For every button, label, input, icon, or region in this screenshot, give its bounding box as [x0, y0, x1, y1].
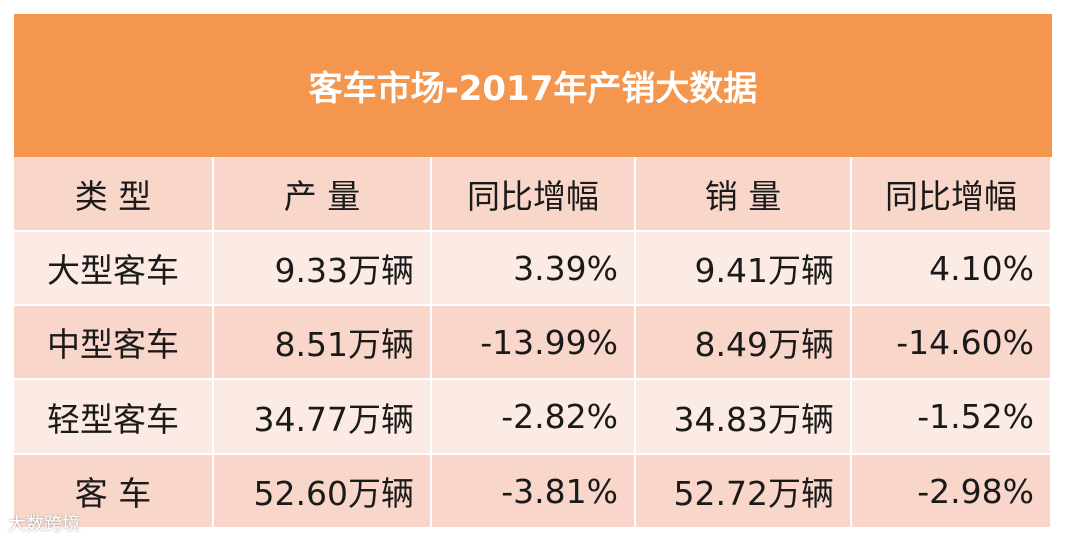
table-cell: 34.77万辆 [214, 380, 432, 455]
table-cell: 4.10% [852, 232, 1052, 306]
table-cell: 客 车 [14, 455, 214, 529]
header-cell: 同比增幅 [432, 157, 636, 232]
header-cell: 同比增幅 [852, 157, 1052, 232]
table-cell: 8.51万辆 [214, 306, 432, 380]
table-cell: 52.60万辆 [214, 455, 432, 529]
watermark: 大数跨境 [8, 514, 80, 535]
table-cell: 34.83万辆 [636, 380, 852, 455]
table-cell: 轻型客车 [14, 380, 214, 455]
header-cell: 产 量 [214, 157, 432, 232]
table-cell: -3.81% [432, 455, 636, 529]
table-cell: 3.39% [432, 232, 636, 306]
table-cell: 52.72万辆 [636, 455, 852, 529]
table-cell: -2.82% [432, 380, 636, 455]
header-cell: 销 量 [636, 157, 852, 232]
table-cell: 8.49万辆 [636, 306, 852, 380]
table-cell: -2.98% [852, 455, 1052, 529]
table-cell: 大型客车 [14, 232, 214, 306]
table-cell: -13.99% [432, 306, 636, 380]
table-cell: 中型客车 [14, 306, 214, 380]
table-cell: -1.52% [852, 380, 1052, 455]
table-cell: 9.33万辆 [214, 232, 432, 306]
header-cell: 类 型 [14, 157, 214, 232]
table-cell: -14.60% [852, 306, 1052, 380]
title-bar: 客车市场-2017年产销大数据 [14, 14, 1052, 157]
table-cell: 9.41万辆 [636, 232, 852, 306]
